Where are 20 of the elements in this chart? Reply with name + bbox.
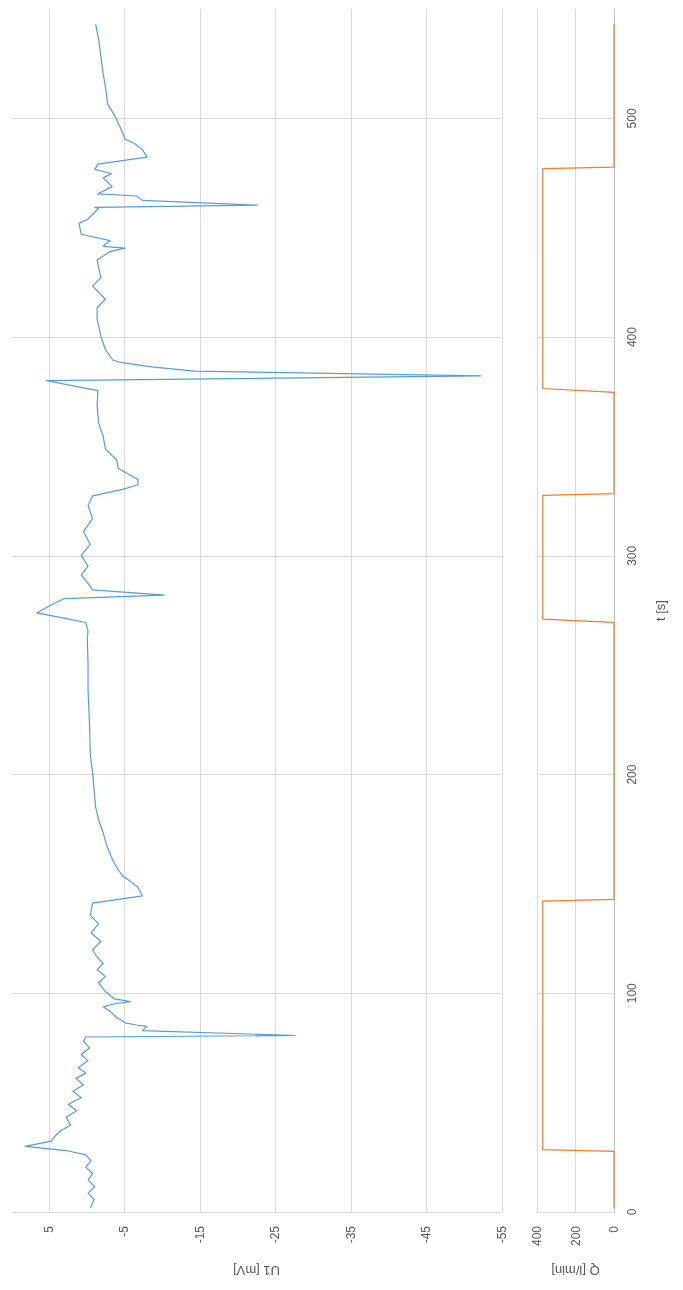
line-series — [542, 23, 615, 1209]
x-tick-label: 200 — [568, 1225, 583, 1247]
x-tick-label: -55 — [495, 1225, 509, 1244]
x-tick-label: -5 — [117, 1225, 132, 1237]
x-axis-title: U1 [mV] — [233, 1263, 280, 1278]
x-tick-label: 0 — [607, 1225, 621, 1233]
x-tick-label: -15 — [192, 1225, 207, 1244]
x-axis-title: Q [l/min] — [551, 1263, 600, 1278]
y-tick-label: 400 — [625, 326, 639, 348]
x-tick-label: -35 — [343, 1225, 358, 1244]
x-tick-label: 400 — [530, 1225, 544, 1247]
y-tick-label: 300 — [625, 545, 639, 566]
y-tick-label: 100 — [625, 982, 639, 1004]
y-axis-title: t [s] — [653, 600, 668, 621]
x-tick-label: 5 — [41, 1225, 56, 1233]
y-tick-label: 200 — [625, 764, 639, 785]
y-tick-label: 0 — [625, 1208, 639, 1216]
x-tick-label: -45 — [419, 1225, 434, 1244]
y-tick-label: 500 — [625, 108, 639, 129]
x-tick-label: -25 — [268, 1225, 283, 1244]
